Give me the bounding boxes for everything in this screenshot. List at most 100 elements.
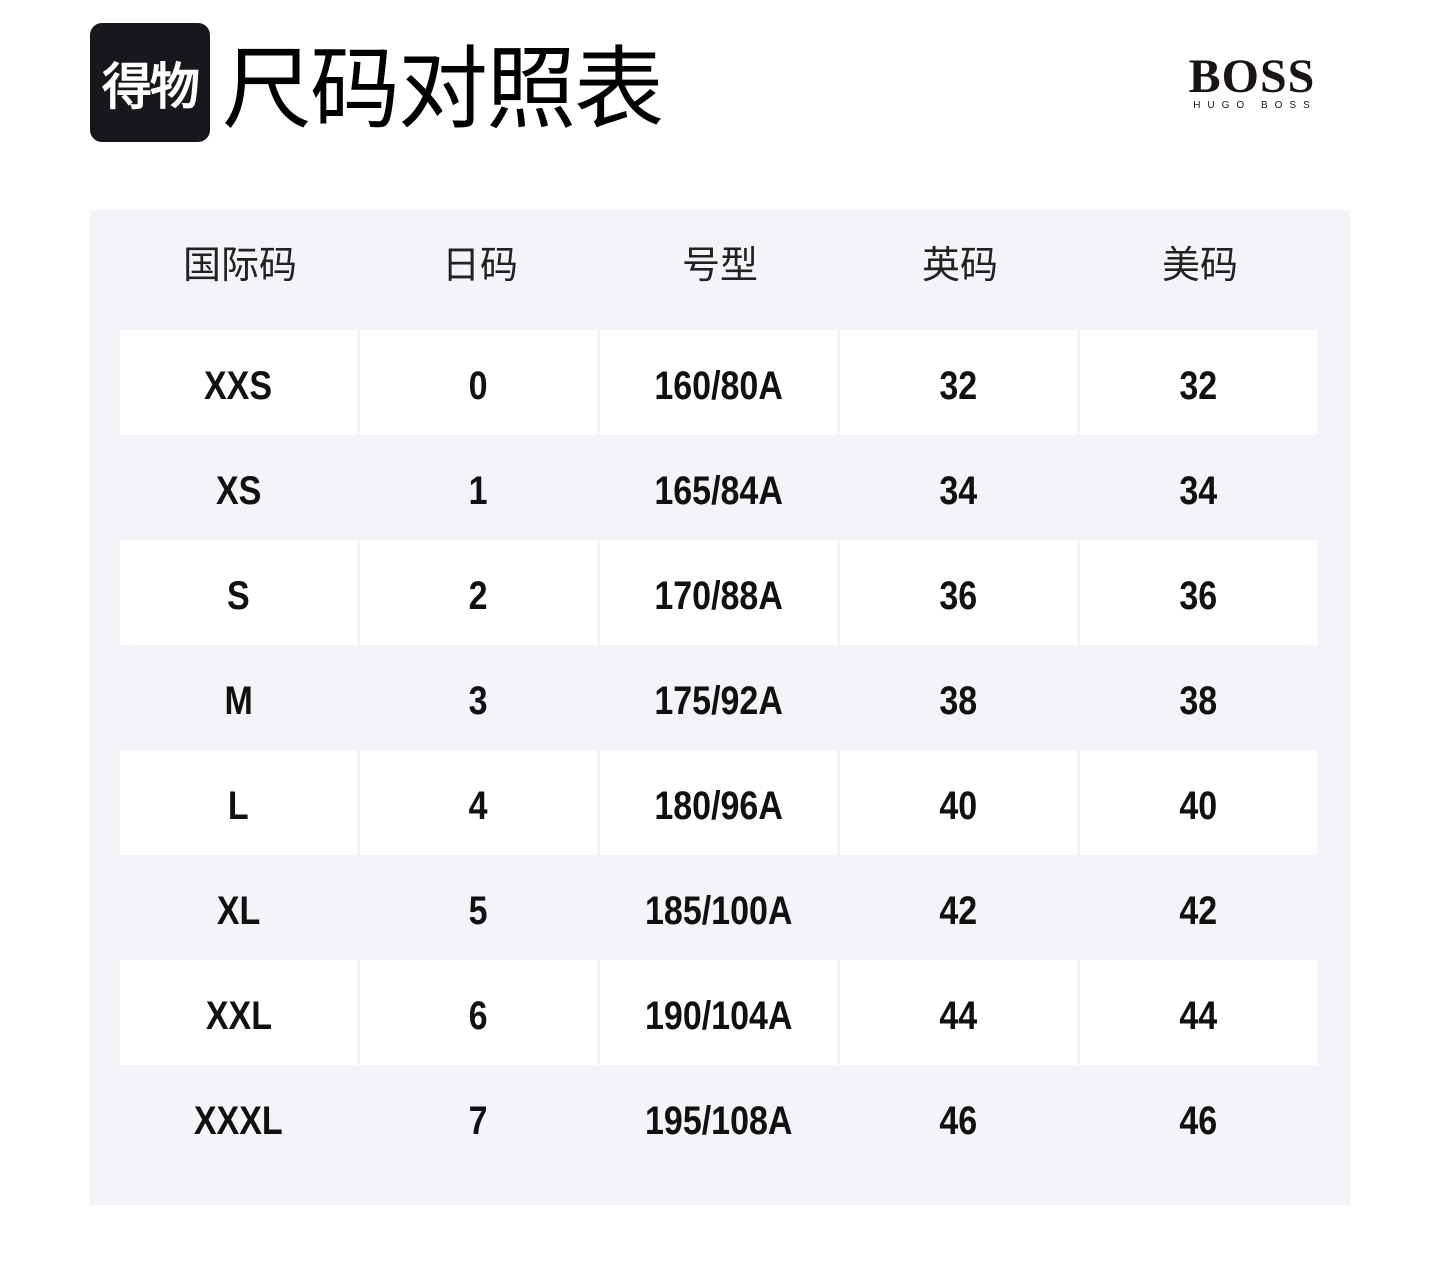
cell-value: 5 xyxy=(469,889,488,933)
table-cell: XXL xyxy=(120,960,357,1065)
cell-value: 44 xyxy=(939,994,978,1038)
cell-value: 185/100A xyxy=(644,889,793,933)
table-cell: 7 xyxy=(360,1065,597,1170)
table-cell: 40 xyxy=(1080,750,1317,855)
table-cell: 36 xyxy=(840,540,1077,645)
cell-value: 44 xyxy=(1179,994,1218,1038)
table-cell: 46 xyxy=(840,1065,1077,1170)
cell-value: 170/88A xyxy=(654,574,783,618)
cell-value: 6 xyxy=(469,994,488,1038)
table-cell: S xyxy=(120,540,357,645)
table-cell: 46 xyxy=(1080,1065,1317,1170)
cell-value: 36 xyxy=(939,574,978,618)
table-cell: 34 xyxy=(1080,435,1317,540)
table-row: XXL 6 190/104A 44 44 xyxy=(120,960,1320,1065)
table-cell: 4 xyxy=(360,750,597,855)
table-cell: M xyxy=(120,645,357,750)
cell-value: XXL xyxy=(205,994,272,1038)
boss-logo: BOSS HUGO BOSS xyxy=(1182,50,1322,112)
cell-value: 38 xyxy=(939,679,978,723)
cell-value: 34 xyxy=(939,469,978,513)
brand-name: BOSS xyxy=(1188,50,1316,103)
dewu-logo: 得物 xyxy=(90,23,210,142)
table-cell: 38 xyxy=(1080,645,1317,750)
table-row: M 3 175/92A 38 38 xyxy=(120,645,1320,750)
cell-value: 36 xyxy=(1179,574,1218,618)
column-header: 国际码 xyxy=(182,243,297,287)
table-cell: XXS xyxy=(120,330,357,435)
table-cell: 0 xyxy=(360,330,597,435)
table-cell: 36 xyxy=(1080,540,1317,645)
table-cell: 165/84A xyxy=(600,435,837,540)
cell-value: 1 xyxy=(469,469,488,513)
cell-value: 32 xyxy=(1179,364,1218,408)
table-row: XS 1 165/84A 34 34 xyxy=(120,435,1320,540)
cell-value: 165/84A xyxy=(654,469,783,513)
table-row: XXXL 7 195/108A 46 46 xyxy=(120,1065,1320,1170)
table-cell: 34 xyxy=(840,435,1077,540)
page-title: 尺码对照表 xyxy=(222,37,664,142)
cell-value: 175/92A xyxy=(654,679,783,723)
table-cell: 32 xyxy=(1080,330,1317,435)
column-header: 英码 xyxy=(921,243,998,287)
cell-value: XXXL xyxy=(194,1099,283,1143)
cell-value: 38 xyxy=(1179,679,1218,723)
table-cell: 2 xyxy=(360,540,597,645)
column-header: 号型 xyxy=(681,243,758,287)
cell-value: 3 xyxy=(469,679,488,723)
cell-value: 42 xyxy=(1179,889,1218,933)
cell-value: 0 xyxy=(469,364,488,408)
table-cell: 180/96A xyxy=(600,750,837,855)
cell-value: XL xyxy=(216,889,261,933)
cell-value: 2 xyxy=(469,574,488,618)
table-cell: 40 xyxy=(840,750,1077,855)
table-cell: 42 xyxy=(840,855,1077,960)
cell-value: 34 xyxy=(1179,469,1218,513)
table-row: XL 5 185/100A 42 42 xyxy=(120,855,1320,960)
cell-value: 40 xyxy=(1179,784,1218,828)
cell-value: M xyxy=(224,679,253,723)
cell-value: 46 xyxy=(939,1099,978,1143)
table-cell: 44 xyxy=(1080,960,1317,1065)
table-cell: 32 xyxy=(840,330,1077,435)
cell-value: 32 xyxy=(939,364,978,408)
size-table: 国际码 日码 号型 英码 美码 XXS 0 160/80A 32 32 XS 1 165/84A 34 3… xyxy=(90,210,1350,1205)
cell-value: 4 xyxy=(469,784,488,828)
table-row: XXS 0 160/80A 32 32 xyxy=(120,330,1320,435)
table-row: L 4 180/96A 40 40 xyxy=(120,750,1320,855)
table-cell: 5 xyxy=(360,855,597,960)
cell-value: 160/80A xyxy=(654,364,783,408)
column-header: 日码 xyxy=(441,243,518,287)
cell-value: 40 xyxy=(939,784,978,828)
table-cell: 42 xyxy=(1080,855,1317,960)
cell-value: 180/96A xyxy=(654,784,783,828)
table-cell: XXXL xyxy=(120,1065,357,1170)
table-cell: XL xyxy=(120,855,357,960)
table-cell: 195/108A xyxy=(600,1065,837,1170)
cell-value: 190/104A xyxy=(644,994,793,1038)
cell-value: 7 xyxy=(469,1099,488,1143)
cell-value: 42 xyxy=(939,889,978,933)
cell-value: L xyxy=(228,784,249,828)
column-header: 美码 xyxy=(1161,243,1238,287)
table-header: 国际码 日码 号型 英码 美码 xyxy=(120,210,1320,330)
cell-value: S xyxy=(227,574,250,618)
table-cell: 175/92A xyxy=(600,645,837,750)
table-cell: 38 xyxy=(840,645,1077,750)
table-row: S 2 170/88A 36 36 xyxy=(120,540,1320,645)
table-cell: 170/88A xyxy=(600,540,837,645)
table-cell: 160/80A xyxy=(600,330,837,435)
cell-value: XXS xyxy=(204,364,273,408)
cell-value: 195/108A xyxy=(644,1099,793,1143)
table-cell: 1 xyxy=(360,435,597,540)
table-cell: 3 xyxy=(360,645,597,750)
table-cell: 185/100A xyxy=(600,855,837,960)
table-cell: 44 xyxy=(840,960,1077,1065)
table-cell: 6 xyxy=(360,960,597,1065)
table-cell: L xyxy=(120,750,357,855)
table-cell: XS xyxy=(120,435,357,540)
table-cell: 190/104A xyxy=(600,960,837,1065)
brand-subname: HUGO BOSS xyxy=(1193,100,1317,111)
cell-value: XS xyxy=(215,469,262,513)
cell-value: 46 xyxy=(1179,1099,1218,1143)
